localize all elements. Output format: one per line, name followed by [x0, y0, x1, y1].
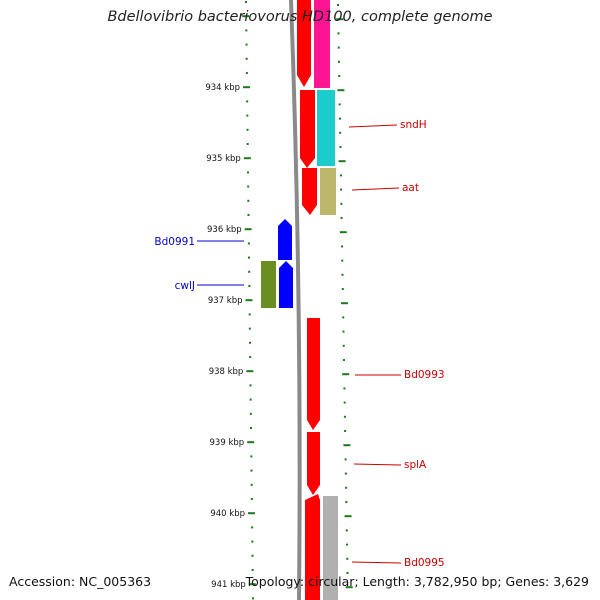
- gene-feature: [302, 168, 317, 215]
- gene-feature: [323, 496, 338, 600]
- accession-label: Accession: NC_005363: [9, 574, 152, 589]
- scale-label: 934 kbp: [205, 83, 240, 93]
- gene-label-bd0995: Bd0995: [404, 557, 445, 569]
- gene-features: [261, 0, 338, 600]
- gene-feature: [307, 318, 320, 430]
- gene-label-bd0993: Bd0993: [404, 369, 445, 381]
- gene-feature: [320, 168, 336, 215]
- gene-label-aat: aat: [402, 182, 419, 194]
- gene-label-bd0991: Bd0991: [154, 236, 195, 248]
- left-scale-track: [242, 1, 256, 600]
- gene-feature: [300, 90, 315, 168]
- gene-feature: [314, 0, 330, 88]
- scale-label: 937 kbp: [208, 296, 243, 306]
- gene-feature: [305, 494, 320, 600]
- gene-label-sndh: sndH: [400, 119, 427, 131]
- topology-label: Topology: circular; Length: 3,782,950 bp…: [245, 574, 589, 589]
- scale-label: 941 kbp: [211, 580, 246, 590]
- scale-label: 938 kbp: [209, 367, 244, 377]
- map-title: Bdellovibrio bacteriovorus HD100, comple…: [107, 9, 493, 25]
- gene-labels: sndH aat Bd0991 cwlJ Bd0993 splA Bd0995: [154, 119, 444, 569]
- scale-labels: 934 kbp 935 kbp 936 kbp 937 kbp 938 kbp 939 k…: [205, 83, 245, 590]
- genome-backbone: [289, 0, 302, 600]
- gene-feature: [307, 432, 320, 495]
- gene-feature: [261, 261, 276, 308]
- gene-feature: [278, 219, 292, 260]
- gene-feature: [317, 90, 335, 166]
- scale-label: 939 kbp: [210, 438, 245, 448]
- scale-label: 936 kbp: [207, 225, 242, 235]
- gene-label-cwlj: cwlJ: [175, 280, 195, 292]
- gene-feature: [297, 0, 311, 87]
- scale-label: 935 kbp: [206, 154, 241, 164]
- gene-feature: [279, 261, 293, 308]
- gene-label-spla: splA: [404, 459, 427, 471]
- scale-label: 940 kbp: [210, 509, 245, 519]
- right-scale-track: [336, 4, 353, 589]
- gene-label-lines: [197, 124, 402, 564]
